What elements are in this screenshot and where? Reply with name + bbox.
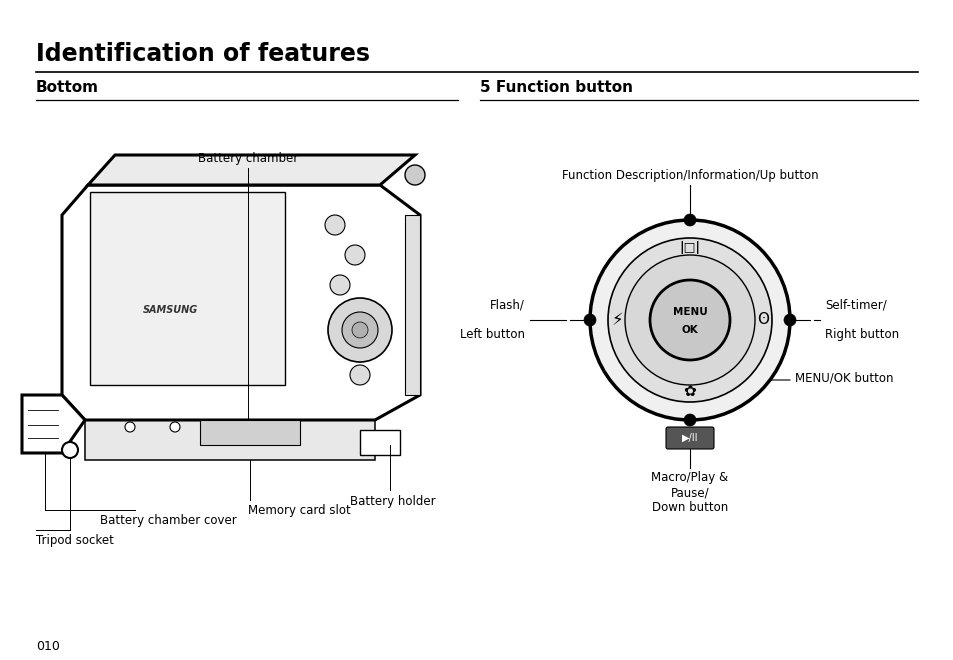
Text: Pause/: Pause/ [670, 486, 709, 499]
Polygon shape [359, 430, 399, 455]
Circle shape [341, 312, 377, 348]
Polygon shape [90, 192, 285, 385]
Circle shape [325, 215, 345, 235]
Text: Self-timer/: Self-timer/ [824, 299, 886, 312]
Circle shape [783, 314, 795, 326]
Text: |□|: |□| [679, 242, 700, 255]
Text: ✿: ✿ [683, 385, 696, 399]
Text: Battery chamber: Battery chamber [197, 152, 297, 165]
Text: Identification of features: Identification of features [36, 42, 370, 66]
Polygon shape [85, 420, 375, 460]
Circle shape [589, 220, 789, 420]
Circle shape [345, 245, 365, 265]
Text: ⚡: ⚡ [611, 311, 622, 329]
Circle shape [328, 298, 392, 362]
Circle shape [125, 422, 135, 432]
Text: Macro/Play &: Macro/Play & [651, 471, 728, 484]
Circle shape [624, 255, 754, 385]
Polygon shape [200, 420, 299, 445]
Text: MENU: MENU [672, 307, 706, 317]
Circle shape [170, 422, 180, 432]
Circle shape [583, 314, 596, 326]
Circle shape [352, 322, 368, 338]
Text: Function Description/Information/Up button: Function Description/Information/Up butt… [561, 169, 818, 182]
Text: Battery holder: Battery holder [350, 495, 436, 508]
Text: Battery chamber cover: Battery chamber cover [100, 514, 236, 527]
Circle shape [330, 275, 350, 295]
Text: SAMSUNG: SAMSUNG [142, 305, 197, 315]
Circle shape [607, 238, 771, 402]
Polygon shape [405, 215, 419, 395]
Circle shape [683, 414, 696, 426]
Circle shape [350, 365, 370, 385]
Text: Right button: Right button [824, 328, 898, 341]
Circle shape [649, 280, 729, 360]
Text: OK: OK [680, 325, 698, 335]
Polygon shape [88, 155, 415, 185]
FancyBboxPatch shape [665, 427, 713, 449]
Text: 5 Function button: 5 Function button [479, 80, 633, 95]
Text: Left button: Left button [459, 328, 524, 341]
Circle shape [405, 165, 424, 185]
Text: 010: 010 [36, 640, 60, 653]
Polygon shape [62, 185, 419, 420]
Circle shape [683, 214, 696, 226]
Text: Tripod socket: Tripod socket [36, 534, 113, 547]
Text: Flash/: Flash/ [490, 299, 524, 312]
Text: ▶/II: ▶/II [681, 433, 698, 443]
Circle shape [62, 442, 78, 458]
Text: Bottom: Bottom [36, 80, 99, 95]
Polygon shape [22, 395, 85, 453]
Text: Memory card slot: Memory card slot [248, 504, 351, 517]
Text: MENU/OK button: MENU/OK button [794, 372, 893, 385]
Text: ʘ: ʘ [757, 312, 768, 327]
Text: Down button: Down button [651, 501, 727, 514]
